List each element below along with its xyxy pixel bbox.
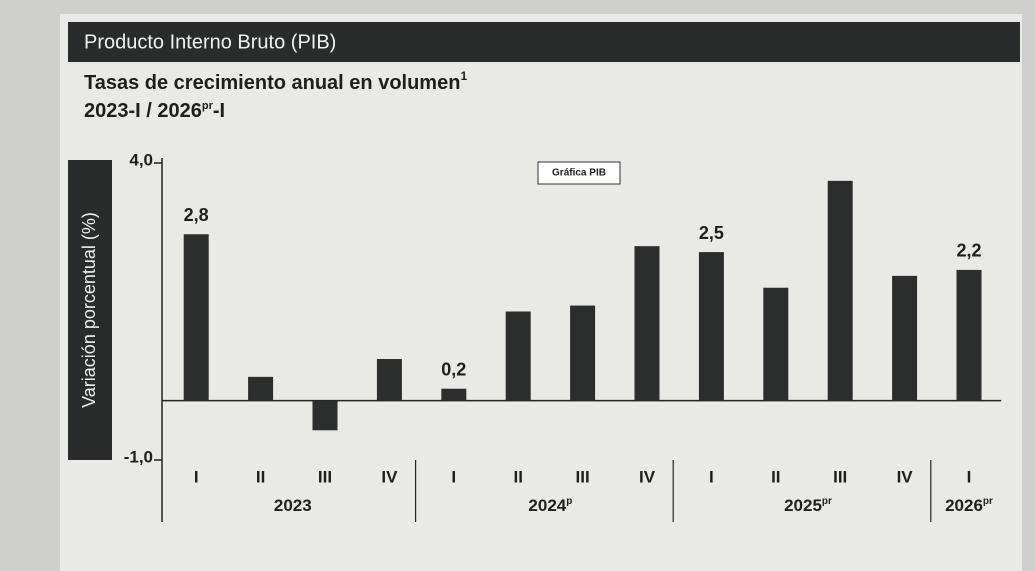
x-tick-label: III (318, 467, 332, 486)
x-tick-label: IV (381, 467, 398, 486)
value-label: 2,8 (184, 205, 209, 225)
annotation-box (537, 161, 621, 185)
x-tick-label: I (194, 467, 199, 486)
group-label: 2026pr (945, 496, 993, 516)
bar (698, 252, 724, 401)
y-tick-label: 4,0 (129, 150, 153, 169)
y-tick-label: -1,0 (124, 447, 153, 466)
x-tick-label: II (513, 467, 522, 486)
subtitle-end: -I (213, 100, 225, 122)
group-label: 2023 (274, 496, 312, 515)
group-sup: pr (822, 496, 832, 507)
x-tick-label: III (576, 467, 590, 486)
group-year: 2026 (945, 496, 983, 515)
subtitle: 2023-I / 2026pr-I (84, 100, 225, 122)
subtitle-start: 2023-I / 2026 (84, 100, 202, 122)
bar (892, 275, 918, 401)
group-label: 2025pr (784, 496, 832, 516)
annotation: Gráfica PIB (552, 168, 606, 179)
header: Producto Interno Bruto (PIB) (84, 31, 336, 53)
group-year: 2024 (528, 496, 566, 515)
bar (634, 246, 660, 401)
bar (505, 311, 531, 401)
title-sup: 1 (460, 69, 467, 83)
bar (376, 359, 402, 401)
x-tick-label: II (771, 467, 780, 486)
value-label: 2,5 (699, 223, 724, 243)
bar (956, 269, 982, 401)
x-tick-label: I (709, 467, 714, 486)
chart-title: Tasas de crecimiento anual en volumen1 (84, 69, 467, 94)
y-axis-label: Variación porcentual (%) (79, 212, 99, 408)
group-label: 2024p (528, 496, 572, 516)
x-tick-label: I (967, 467, 972, 486)
bar (248, 376, 274, 401)
group-year: 2025 (784, 496, 822, 515)
value-label: 2,2 (956, 241, 981, 261)
x-tick-label: IV (639, 467, 656, 486)
bar (763, 287, 789, 401)
bar (183, 234, 209, 401)
y-label-box (68, 160, 112, 460)
group-sup: p (566, 496, 572, 507)
x-tick-label: IV (897, 467, 914, 486)
subtitle-sup: pr (202, 100, 214, 112)
header-bar (68, 22, 1020, 62)
group-year: 2023 (274, 496, 312, 515)
value-label: 0,2 (441, 359, 466, 379)
bar (827, 180, 853, 401)
bar (441, 388, 467, 401)
title-text: Tasas de crecimiento anual en volumen (84, 72, 460, 94)
panel (60, 14, 1022, 571)
x-tick-label: II (256, 467, 265, 486)
group-sup: pr (983, 496, 993, 507)
x-tick-label: I (451, 467, 456, 486)
bar (570, 305, 596, 401)
bar (312, 400, 338, 431)
x-tick-label: III (833, 467, 847, 486)
